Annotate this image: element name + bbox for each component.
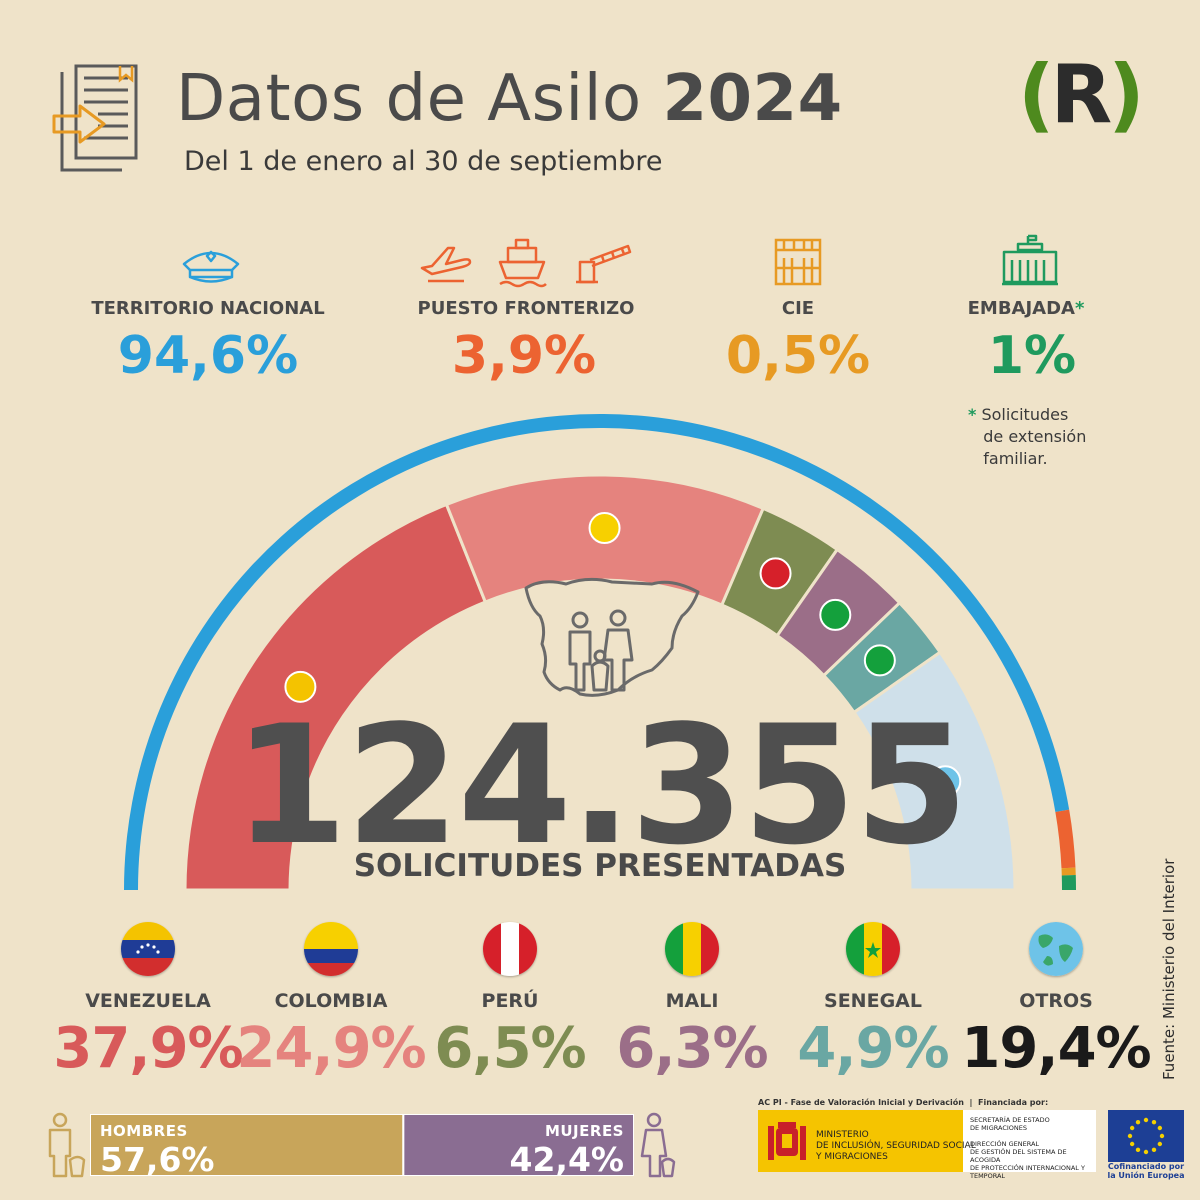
arc-flag-ve [284,670,317,703]
men-value: 57,6% [100,1140,215,1179]
country-value-senegal: 4,9% [797,1016,949,1081]
ship-icon [498,238,547,288]
eu-star [1157,1141,1163,1147]
spain-family-icon [524,577,700,697]
venezuela-flag-icon [121,922,175,976]
category-value-territorio: 94,6% [117,326,299,386]
country-value-venezuela: 37,9% [53,1016,243,1081]
gender-bar-chart [90,1114,634,1176]
coat-of-arms-icon [768,1122,806,1160]
eu-flag-icon [1108,1110,1184,1162]
gender-bar-mujeres [402,1114,634,1176]
outer-arc-puesto-fronterizo [1055,809,1076,869]
country-label-colombia: COLOMBIA [274,990,388,1012]
man-icon [48,1112,86,1178]
arc-flag-pe [759,557,792,590]
eu-star [1129,1125,1135,1131]
arc-flag-co [588,512,621,545]
eu-cofinancing-text: Cofinanciado por la Unión Europea [1107,1162,1185,1180]
country-value-colombia: 24,9% [236,1016,426,1081]
senegal-flag-icon [846,922,900,976]
category-label-fronterizo: PUESTO FRONTERIZO [417,298,635,319]
outer-arc-embajada [1061,875,1076,890]
women-value: 42,4% [509,1140,625,1179]
document-arrow-icon [52,64,138,172]
category-value-cie: 0,5% [725,326,871,386]
category-label-cie: CIE [781,298,815,319]
category-label-territorio: TERRITORIO NACIONAL [91,298,325,319]
category-value-embajada: 1% [987,326,1077,386]
country-label-mali: MALI [665,990,719,1012]
men-label: HOMBRES [100,1122,188,1140]
globe-icon [1029,922,1083,976]
eu-star [1157,1125,1163,1131]
women-segment: MUJERES 42,4% [390,1114,634,1179]
arc-flag-sn [863,644,896,677]
total-applications: 124.355 [233,690,969,881]
woman-icon [640,1112,676,1178]
barrier-icon [576,244,632,284]
embajada-footnote: * Solicitudes de extensión familiar. [968,405,1087,468]
airplane-icon [420,246,472,283]
total-applications-label: SOLICITUDES PRESENTADAS [353,848,847,884]
mali-flag-icon [665,922,719,976]
category-value-fronterizo: 3,9% [451,326,597,386]
women-label: MUJERES [544,1122,624,1140]
police-cap-icon [182,250,240,283]
eu-star [1129,1141,1135,1147]
brand-logo: (R) [1018,48,1145,141]
country-value-otros: 19,4% [961,1016,1151,1081]
page-title: Datos de Asilo 2024 [176,62,843,136]
building-icon [774,238,822,286]
source-note: Fuente: Ministerio del Interior [1160,858,1178,1080]
country-label-peru: PERÚ [481,990,539,1012]
embassy-icon [1002,234,1058,286]
country-value-mali: 6,3% [616,1016,768,1081]
secretariat-text: SECRETARÍA DE ESTADO DE MIGRACIONES DIRE… [970,1116,1085,1180]
page-subtitle: Del 1 de enero al 30 de septiembre [184,146,663,177]
country-label-otros: OTROS [1019,990,1093,1012]
men-segment: HOMBRES 57,6% [90,1114,390,1179]
arc-flag-ot [929,765,962,798]
ministry-text: MINISTERIO DE INCLUSIÓN, SEGURIDAD SOCIA… [816,1130,976,1162]
arc-flag-ml [819,598,852,631]
eu-star [1135,1119,1141,1125]
peru-flag-icon [483,922,537,976]
eu-star [1127,1133,1133,1139]
eu-star [1159,1133,1165,1139]
country-value-peru: 6,5% [434,1016,586,1081]
country-label-senegal: SENEGAL [824,990,922,1012]
outer-arc-cie [1061,867,1076,876]
ministry-logo: MINISTERIO DE INCLUSIÓN, SEGURIDAD SOCIA… [758,1110,1096,1180]
eu-star [1143,1117,1149,1123]
eu-star [1135,1147,1141,1153]
category-label-embajada: EMBAJADA* [967,298,1085,319]
funding-header: AC PI - Fase de Valoración Inicial y Der… [758,1098,1049,1107]
eu-star [1151,1147,1157,1153]
country-label-venezuela: VENEZUELA [85,990,211,1012]
colombia-flag-icon [304,922,358,976]
eu-star [1143,1149,1149,1155]
eu-star [1151,1119,1157,1125]
